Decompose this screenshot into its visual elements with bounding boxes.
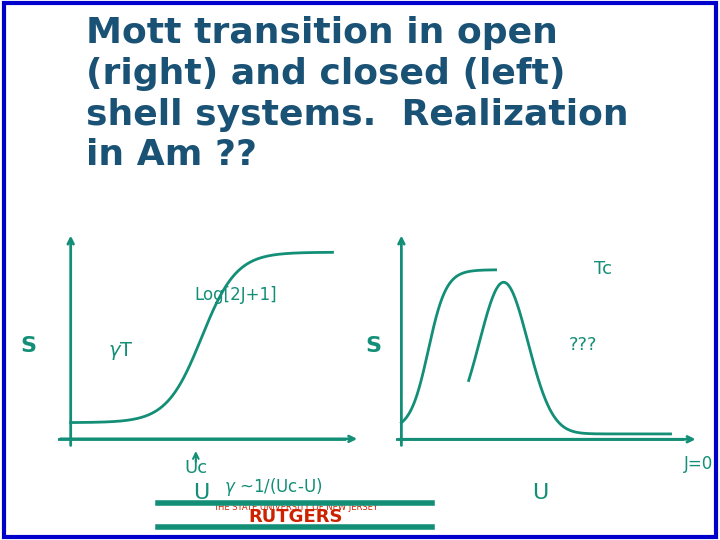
Text: U: U bbox=[194, 483, 210, 503]
Text: S: S bbox=[365, 335, 381, 356]
Text: THE STATE UNIVERSITY OF NEW JERSEY: THE STATE UNIVERSITY OF NEW JERSEY bbox=[213, 503, 377, 512]
Text: Tc: Tc bbox=[595, 260, 612, 278]
Text: Log[2J+1]: Log[2J+1] bbox=[195, 286, 277, 305]
Text: ???: ??? bbox=[569, 336, 598, 354]
Text: $\gamma$T: $\gamma$T bbox=[108, 340, 134, 362]
Text: $\gamma$ ~1/(Uc-U): $\gamma$ ~1/(Uc-U) bbox=[225, 476, 323, 498]
Text: RUTGERS: RUTGERS bbox=[248, 508, 343, 526]
Text: Uc: Uc bbox=[184, 459, 207, 477]
Text: J=0: J=0 bbox=[684, 455, 713, 472]
Text: Mott transition in open
(right) and closed (left)
shell systems.  Realization
in: Mott transition in open (right) and clos… bbox=[86, 16, 629, 172]
Text: U: U bbox=[532, 483, 548, 503]
Text: S: S bbox=[21, 335, 37, 356]
